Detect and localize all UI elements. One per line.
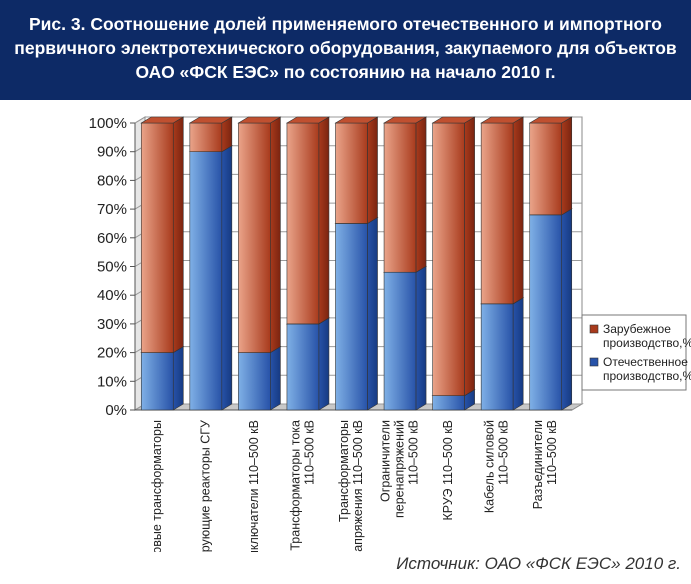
y-tick-label: 20% (97, 345, 127, 362)
bar-foreign-front (383, 122, 417, 273)
bar-domestic-side (561, 208, 573, 411)
bar-foreign-front (238, 122, 271, 353)
bar-domestic-side (415, 265, 427, 411)
bar-domestic-front (529, 214, 563, 411)
bar-domestic (528, 208, 573, 411)
legend-swatch-domestic (589, 357, 599, 367)
bar-foreign (431, 116, 476, 397)
bar-domestic-side (318, 317, 330, 411)
x-tick-label: КРУЭ 110–500 кВ (441, 420, 455, 520)
bar-foreign-top (237, 116, 282, 124)
y-tick-label: 50% (97, 259, 127, 276)
bar-domestic-side (270, 346, 281, 411)
chart-title: Рис. 3. Соотношение долей применяемого о… (0, 0, 691, 100)
gridline-depth (134, 116, 146, 124)
x-tick-label: Выключатели 110–500 кВ (247, 420, 261, 552)
bar-foreign (480, 116, 525, 305)
bar-foreign-side (561, 116, 573, 216)
bar-foreign-front (335, 122, 368, 224)
bar-domestic-side (172, 346, 184, 411)
y-tick-label: 90% (97, 144, 127, 161)
bar-domestic (285, 317, 331, 411)
bar-domestic-front (480, 303, 514, 411)
x-tick-label: Ограничителиперенапряжений110–500 кВ (379, 420, 421, 518)
bar-foreign (334, 116, 379, 224)
bar-foreign-side (172, 116, 184, 354)
legend-box (581, 314, 687, 391)
x-tick-label: Трансформаторынапряжения 110–500 кВ (337, 420, 365, 552)
bar-domestic-side (512, 297, 524, 411)
bar-foreign (140, 116, 185, 354)
y-tick-label: 70% (97, 201, 127, 218)
bar-domestic (237, 346, 282, 411)
bar-foreign-front (432, 122, 465, 396)
chart-area: 0% 10% 20% 30% 40% 50% 60% 70% 80% 90% 100% Силовые… (0, 100, 691, 584)
legend: Зарубежное производство,% Отечественное про… (581, 314, 691, 391)
bar-domestic-side (221, 145, 233, 411)
x-tick-label: Шунтирующие реакторы СГУ (198, 420, 212, 552)
bar-domestic-front (432, 395, 465, 411)
bar-domestic (382, 265, 428, 411)
bar-foreign-side (367, 116, 378, 224)
bar-domestic (140, 346, 185, 411)
bar-foreign (382, 116, 428, 273)
legend-swatch-foreign (589, 324, 599, 334)
bar-foreign-front (140, 122, 174, 353)
bar-foreign-front (480, 122, 514, 305)
bar-foreign-side (270, 116, 281, 354)
legend-label-domestic: Отечественное производство,% (603, 355, 691, 383)
bar-domestic-front (286, 323, 320, 411)
bar-domestic-front (140, 352, 174, 411)
x-tick-label: Силовые трансформаторы (150, 420, 164, 552)
bar-foreign-front (189, 122, 223, 153)
bar-foreign-side (318, 116, 330, 325)
bar-foreign-top (382, 116, 428, 124)
x-tick-label: Кабель силовой110–500 кВ (483, 420, 511, 513)
bar-foreign (285, 116, 331, 325)
bar-foreign-top (528, 116, 573, 124)
bar-domestic-front (238, 352, 271, 411)
bar-foreign-top (188, 116, 233, 124)
bar-domestic-front (383, 271, 417, 411)
bar-foreign-top (480, 116, 525, 124)
y-tick-label: 100% (89, 115, 127, 132)
y-tick-label: 40% (97, 287, 127, 304)
bar-foreign-top (140, 116, 185, 124)
bar-foreign-side (512, 116, 524, 305)
bar-foreign-front (286, 122, 320, 325)
y-tick-label: 0% (105, 402, 127, 419)
legend-label-foreign: Зарубежное производство,% (603, 322, 691, 350)
bar-domestic (480, 297, 525, 411)
bar-foreign (237, 116, 282, 354)
bar-foreign (188, 116, 233, 153)
y-tick-label: 80% (97, 172, 127, 189)
y-tick-label: 60% (97, 230, 127, 247)
source-note: Источник: ОАО «ФСК ЕЭС» 2010 г. (396, 554, 681, 573)
x-tick-label: Разъединители110–500 кВ (531, 420, 559, 509)
bar-foreign-side (415, 116, 427, 273)
bar-foreign-side (464, 116, 475, 397)
x-tick-label: Трансформаторы тока110–500 кВ (288, 420, 316, 551)
bar-foreign-front (529, 122, 563, 216)
bar-domestic (188, 145, 233, 411)
bar-foreign (528, 116, 573, 216)
bar-foreign-top (285, 116, 331, 124)
bar-domestic (334, 216, 379, 411)
bar-foreign-top (431, 116, 476, 124)
y-tick-label: 30% (97, 316, 127, 333)
bar-domestic-front (189, 151, 223, 411)
bar-domestic-side (367, 216, 378, 411)
y-tick-label: 10% (97, 373, 127, 390)
bar-foreign-top (334, 116, 379, 124)
bar-domestic-front (335, 223, 368, 411)
stacked-bar-chart: 0% 10% 20% 30% 40% 50% 60% 70% 80% 90% 100% Силовые… (89, 115, 691, 584)
